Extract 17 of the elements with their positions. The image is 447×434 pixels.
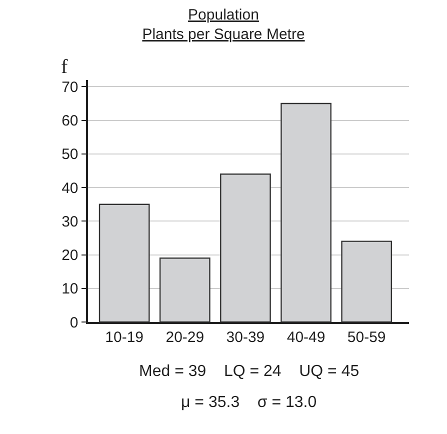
y-tick-label: 70 bbox=[62, 78, 78, 96]
y-tick-label: 10 bbox=[62, 280, 78, 298]
chart-title: Population Plants per Square Metre bbox=[142, 6, 305, 44]
y-tick-label: 60 bbox=[62, 112, 78, 130]
x-tick-label: 30-39 bbox=[226, 328, 265, 346]
y-tick-label: 50 bbox=[62, 146, 78, 164]
y-tick-label: 20 bbox=[62, 247, 78, 264]
text: Med = 39 LQ = 24 UQ = 45 bbox=[139, 363, 360, 380]
x-tick-label: 50-59 bbox=[347, 328, 386, 346]
x-tick-label: 20-29 bbox=[166, 328, 204, 346]
y-axis-title: f bbox=[61, 56, 68, 78]
x-tick-label: 10-19 bbox=[105, 328, 144, 346]
y-tick-label: 30 bbox=[62, 213, 78, 230]
y-tick-label: 40 bbox=[62, 180, 78, 197]
y-tick-label: 0 bbox=[70, 314, 78, 332]
text: μ = 35.3 σ = 13.0 bbox=[181, 394, 317, 411]
x-tick-label: 40-49 bbox=[286, 328, 326, 346]
